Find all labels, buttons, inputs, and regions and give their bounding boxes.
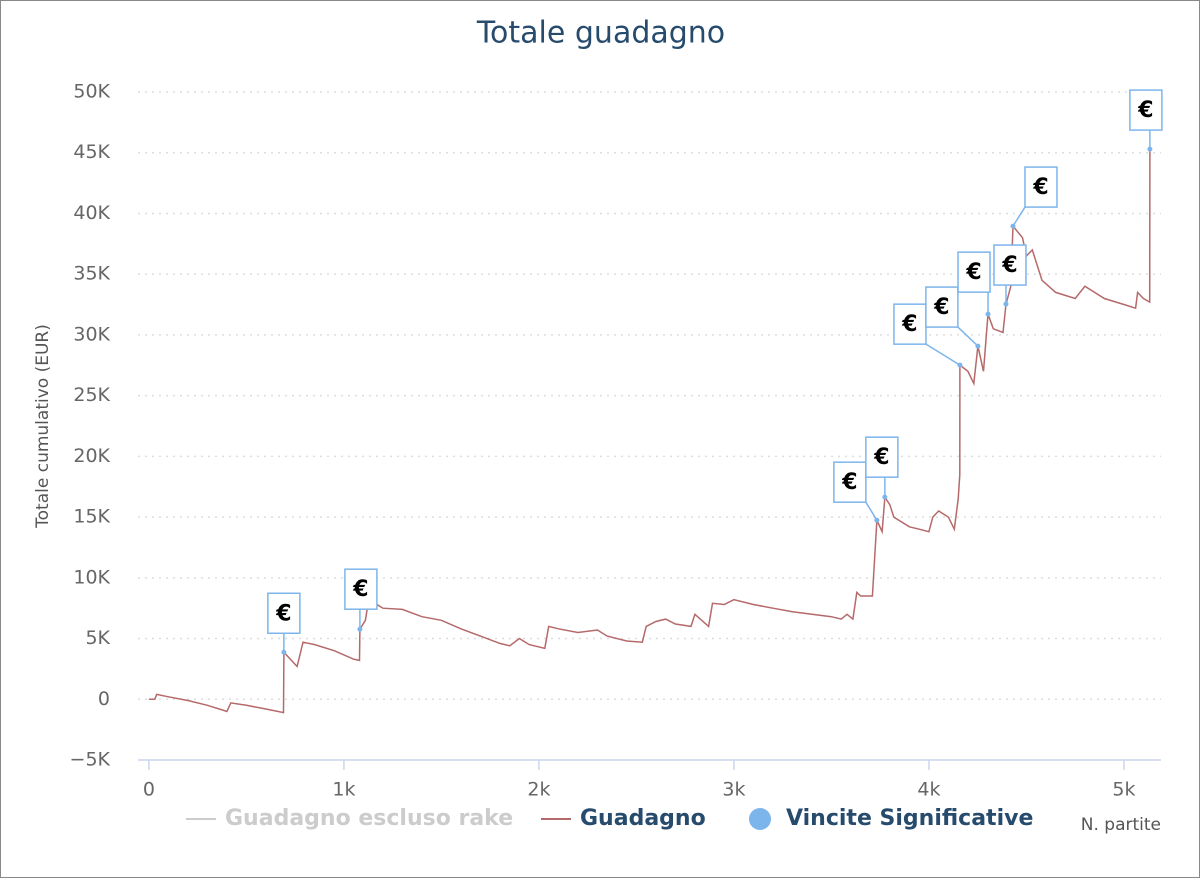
- y-tick-label: 5K: [85, 627, 110, 649]
- y-tick-label: 30K: [73, 323, 110, 345]
- annotation-label: €: [275, 601, 291, 626]
- point: [957, 362, 963, 368]
- annotation-box: [993, 244, 1027, 286]
- chart-title: Totale guadagno: [476, 16, 725, 51]
- annotation-connector: [865, 501, 878, 521]
- x-tick-label: 3k: [722, 779, 745, 801]
- y-axis-title: Totale cumulativo (EUR): [33, 324, 53, 529]
- point: [874, 517, 880, 523]
- annotation-label: €: [901, 312, 917, 337]
- annotation-connector: [1012, 206, 1026, 227]
- point: [281, 649, 287, 655]
- x-tick-label: 0: [143, 779, 155, 801]
- annotation-label: €: [1137, 98, 1153, 123]
- annotation-box: [833, 461, 867, 503]
- annotation-connector: [957, 326, 979, 347]
- point: [1003, 301, 1009, 307]
- y-tick-label: 40K: [73, 202, 110, 224]
- point: [985, 311, 991, 317]
- point: [882, 494, 888, 500]
- annotation-box: [267, 592, 301, 635]
- y-tick-label: 0: [98, 688, 110, 710]
- annotation-label: €: [352, 577, 368, 602]
- y-tick-label: 25K: [73, 384, 110, 406]
- annotation-label: €: [1032, 175, 1048, 200]
- y-tick-label: −5K: [70, 749, 111, 771]
- annotation-label: €: [1001, 253, 1017, 278]
- y-tick-label: 50K: [73, 81, 110, 103]
- point: [357, 626, 363, 632]
- annotation-box: [1024, 166, 1058, 208]
- annotation-box: [865, 436, 899, 478]
- y-tick-label: 35K: [73, 263, 110, 285]
- y-tick-label: 15K: [73, 506, 110, 528]
- annotation-box: [925, 286, 959, 328]
- y-tick-label: 20K: [73, 445, 110, 467]
- x-tick-label: 1k: [332, 779, 355, 801]
- x-tick-label: 5k: [1112, 779, 1135, 801]
- annotation-box: [1129, 89, 1163, 131]
- annotation-label: €: [965, 260, 981, 285]
- point: [975, 343, 981, 349]
- y-tick-label: 10K: [73, 566, 110, 588]
- annotation-box: [957, 251, 991, 293]
- line-series: [148, 149, 1151, 714]
- x-axis-title: N. partite: [1081, 815, 1161, 835]
- legend-label[interactable]: Vincite Significative: [786, 806, 1033, 831]
- legend-swatch: [749, 808, 771, 830]
- annotation-box: [344, 568, 378, 610]
- annotation-label: €: [841, 470, 857, 495]
- x-tick-label: 4k: [917, 779, 940, 801]
- point: [1010, 223, 1016, 229]
- y-tick-label: 45K: [73, 141, 110, 163]
- annotation-label: €: [873, 445, 889, 470]
- point: [1147, 146, 1153, 152]
- annotation-label: €: [933, 295, 949, 320]
- x-tick-label: 2k: [527, 779, 550, 801]
- annotation-connector: [925, 343, 961, 366]
- legend-label[interactable]: Guadagno: [580, 806, 706, 831]
- legend-label[interactable]: Guadagno escluso rake: [225, 806, 513, 831]
